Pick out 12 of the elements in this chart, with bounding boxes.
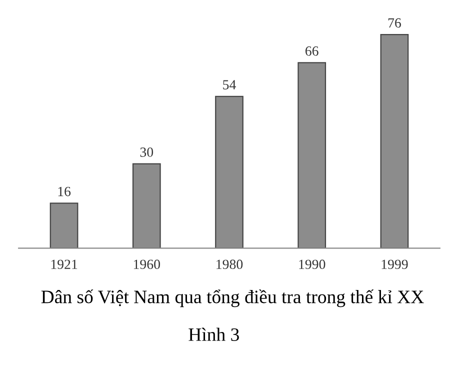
data-label: 30 — [140, 147, 154, 157]
text: Dân số Việt Nam qua tổng điều tra trong thế kỉ XX — [41, 289, 424, 308]
text: Hình 3 — [188, 328, 239, 341]
x-tick-label: 1980 — [216, 260, 243, 270]
data-label: 54 — [223, 80, 236, 90]
data-label: 66 — [306, 46, 318, 56]
data-label: 76 — [388, 18, 401, 28]
x-tick-label: 1960 — [134, 260, 160, 270]
x-tick-label: 1921 — [51, 260, 78, 270]
data-label: 16 — [58, 186, 71, 196]
x-tick-label: 1990 — [299, 260, 326, 270]
x-tick-label: 1999 — [382, 260, 408, 270]
